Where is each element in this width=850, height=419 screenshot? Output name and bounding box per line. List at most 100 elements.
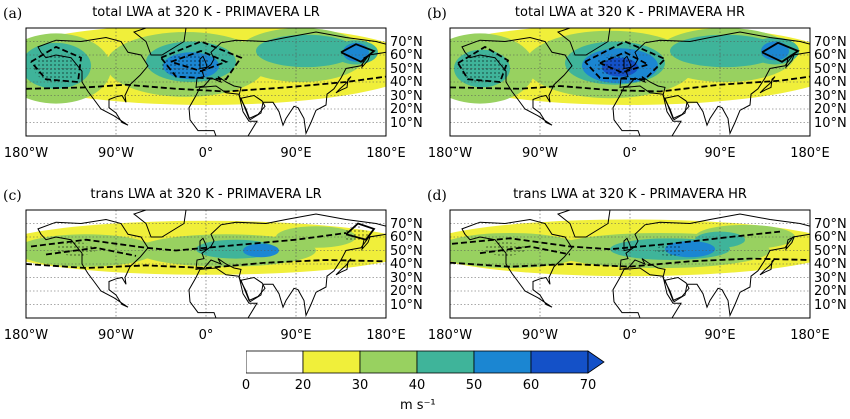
coastline [132,210,187,238]
latitude-label: 20°N [390,284,423,299]
coastline [623,55,632,70]
longitude-label: 0° [622,146,638,161]
coastline [461,218,573,308]
latitude-label: 60°N [390,48,423,63]
coastline [240,276,266,302]
longitude-label: 90°E [280,328,312,343]
latitude-label: 10°N [390,297,423,313]
coastline [240,94,266,120]
dashed-contour [26,259,386,269]
latitude-label: 70°N [814,216,847,232]
solid-contour [761,41,800,63]
colorbar-segment [302,350,361,374]
coastline [785,236,795,251]
dashed-contour [450,75,810,93]
latitude-label: 40°N [390,257,423,272]
colorbar-tick-label: 70 [579,378,597,393]
latitude-label: 70°N [390,216,423,232]
longitude-label: 90°W [98,328,134,343]
latitude-label: 10°N [390,115,423,131]
panel-label: (c) [3,188,22,204]
latitude-label: 50°N [814,243,847,259]
dashed-contour [170,50,229,73]
panel-title: total LWA at 320 K - PRIMAVERA LR [92,5,320,20]
map-panel: (d) trans LWA at 320 K - PRIMAVERA HR 70°N… [424,182,847,352]
coastline [199,55,208,70]
longitude-label: 90°W [98,146,134,161]
coastline [556,28,611,56]
panel-title: trans LWA at 320 K - PRIMAVERA LR [90,187,322,202]
coastline [612,267,682,318]
map-panel: (a) total LWA at 320 K - PRIMAVERA LR 70°N… [0,0,423,170]
dashed-contour [584,40,667,81]
dashed-contour [26,75,386,93]
colorbar-units: m s⁻¹ [400,398,436,413]
latitude-label: 20°N [390,102,423,117]
colorbar-segment [473,350,532,374]
coastline [664,276,690,302]
solid-contour [340,43,376,63]
latitude-label: 60°N [814,230,847,245]
coastline [619,213,810,318]
colorbar-segment [530,350,589,374]
coastline [556,210,611,238]
solid-contour [345,222,376,241]
dashed-contour [30,45,82,83]
longitude-label: 90°W [522,146,558,161]
latitude-label: 70°N [814,34,847,50]
latitude-label: 50°N [390,243,423,259]
latitude-label: 50°N [390,61,423,77]
colorbar-tick-label: 20 [294,378,312,393]
latitude-label: 10°N [814,115,847,131]
dashed-contour [479,245,571,256]
longitude-label: 90°E [704,146,736,161]
colorbar-tick-label: 40 [408,378,426,393]
latitude-label: 30°N [390,88,423,104]
latitude-label: 70°N [390,34,423,50]
lwa-shading [256,34,356,68]
colorbar-extend-arrow [587,350,605,374]
coastline [361,236,371,251]
longitude-label: 180°E [366,146,406,161]
latitude-label: 40°N [814,75,847,90]
latitude-label: 10°N [814,297,847,313]
longitude-label: 0° [622,328,638,343]
coastline [195,31,386,136]
coastline [612,85,682,136]
colorbar-tick-label: 50 [465,378,483,393]
significance-stipple [595,56,635,76]
dashed-contour [160,40,243,81]
map-frame [449,209,811,319]
latitude-label: 40°N [390,75,423,90]
panel-title: total LWA at 320 K - PRIMAVERA HR [514,5,746,20]
longitude-label: 180°E [366,328,406,343]
map-frame [25,27,387,137]
longitude-label: 0° [198,146,214,161]
coastline [199,237,208,252]
latitude-label: 30°N [814,88,847,104]
coastline [759,76,776,94]
map-frame [449,27,811,137]
coastline [37,218,149,308]
dashed-contour [30,232,347,252]
coastline [195,213,386,318]
lwa-shading [276,226,356,248]
map-plot [449,27,811,137]
latitude-label: 40°N [814,257,847,272]
colorbar-segment [416,350,475,374]
colorbar-segment [245,350,304,374]
lwa-shading [670,34,780,68]
dashed-contour [599,51,651,74]
colorbar-graphic [245,350,605,374]
panel-label: (a) [3,6,23,22]
coastline [619,31,810,136]
latitude-label: 50°N [814,61,847,77]
panel-title: trans LWA at 320 K - PRIMAVERA HR [513,187,747,202]
panel-label: (b) [427,6,447,22]
map-plot [25,209,387,319]
colorbar-tick-label: 30 [351,378,369,393]
map-plot [449,209,811,319]
longitude-label: 90°E [704,328,736,343]
latitude-label: 20°N [814,284,847,299]
coastline [188,267,258,318]
